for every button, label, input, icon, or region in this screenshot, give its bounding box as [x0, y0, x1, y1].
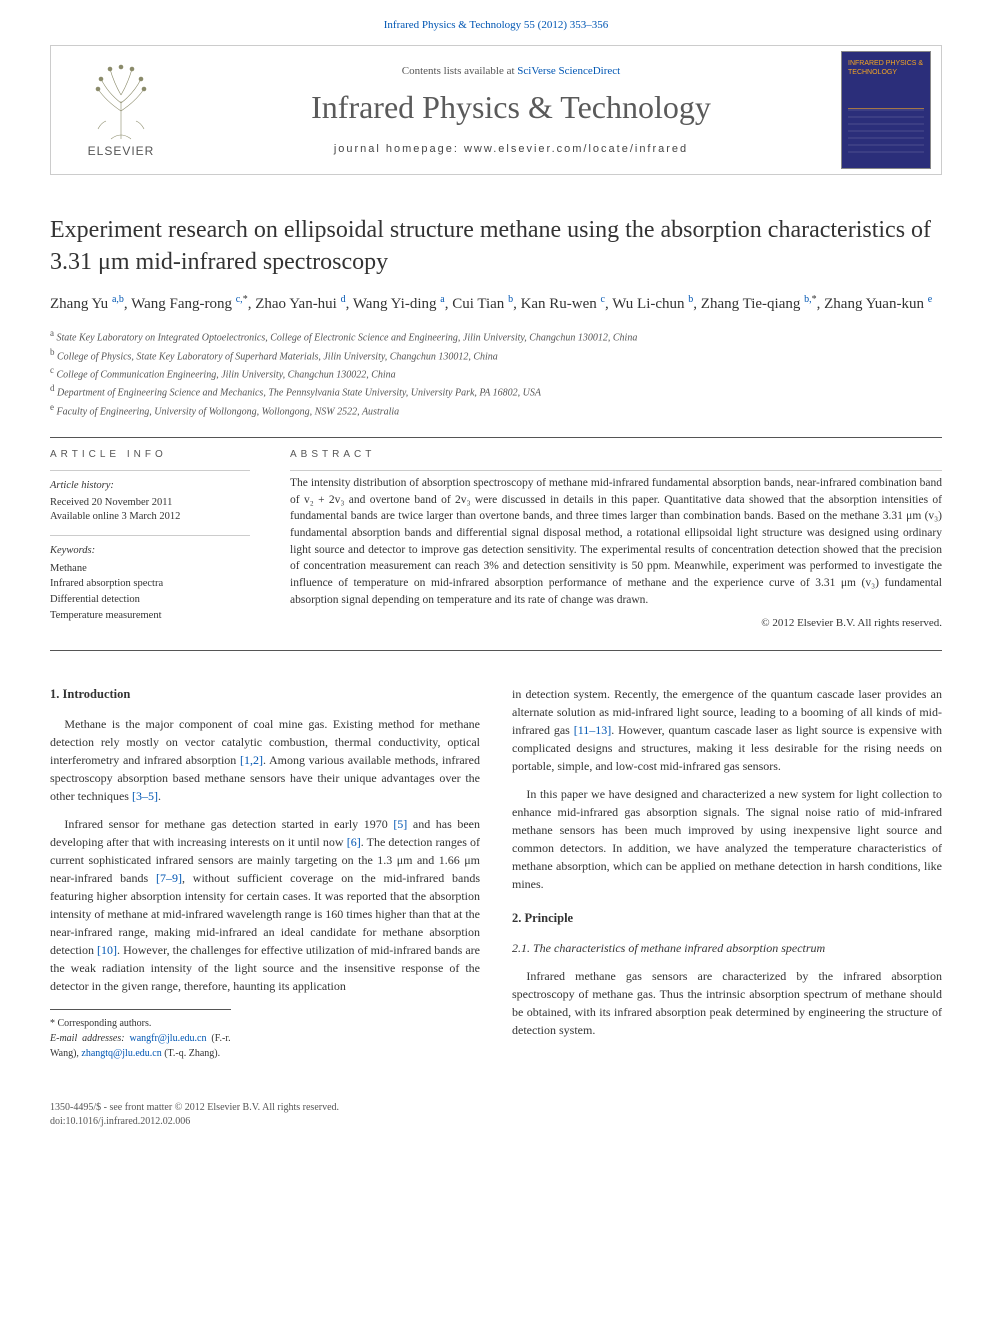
header-center: Contents lists available at SciVerse Sci… [191, 64, 831, 158]
section-1-heading: 1. Introduction [50, 685, 480, 704]
article-info: article info Article history: Received 2… [50, 448, 250, 632]
text: Infrared sensor for methane gas detectio… [64, 817, 393, 831]
affiliation-line: e Faculty of Engineering, University of … [50, 401, 942, 419]
ref-link[interactable]: [3–5] [132, 789, 158, 803]
contents-prefix: Contents lists available at [402, 65, 517, 77]
body-columns: 1. Introduction Methane is the major com… [50, 685, 942, 1062]
info-divider [50, 535, 250, 536]
ref-link[interactable]: [11–13] [574, 723, 612, 737]
email-label: E-mail addresses: [50, 1033, 129, 1044]
footer-meta: 1350-4495/$ - see front matter © 2012 El… [50, 1101, 942, 1129]
contents-available-line: Contents lists available at SciVerse Sci… [191, 64, 831, 79]
affiliation-line: c College of Communication Engineering, … [50, 364, 942, 382]
affiliation-line: d Department of Engineering Science and … [50, 382, 942, 400]
intro-para-1: Methane is the major component of coal m… [50, 715, 480, 805]
email-addresses: E-mail addresses: wangfr@jlu.edu.cn (F.-… [50, 1031, 231, 1061]
received-date: Received 20 November 2011 [50, 496, 250, 511]
rule-above-abstract [50, 437, 942, 438]
section-2-1-heading: 2.1. The characteristics of methane infr… [512, 939, 942, 957]
info-abstract-row: article info Article history: Received 2… [50, 448, 942, 632]
authors-line: Zhang Yu a,b, Wang Fang-rong c,*, Zhao Y… [50, 292, 942, 316]
abstract: abstract The intensity distribution of a… [290, 448, 942, 632]
sciencedirect-link[interactable]: SciVerse ScienceDirect [517, 65, 620, 77]
text: . [158, 789, 161, 803]
journal-cover-thumbnail: INFRARED PHYSICS & TECHNOLOGY [841, 51, 931, 169]
cover-thumb-decor [848, 108, 924, 158]
article-info-heading: article info [50, 448, 250, 462]
section-2-heading: 2. Principle [512, 909, 942, 928]
publisher-name: ELSEVIER [88, 143, 155, 160]
article: Experiment research on ellipsoidal struc… [0, 175, 992, 1091]
elsevier-tree-icon [86, 61, 156, 141]
citation-link[interactable]: Infrared Physics & Technology 55 (2012) … [384, 19, 609, 31]
affiliation-line: a State Key Laboratory on Integrated Opt… [50, 327, 942, 345]
intro-para-4: In this paper we have designed and chara… [512, 785, 942, 893]
keyword: Methane [50, 561, 250, 577]
publisher-logo: ELSEVIER [61, 50, 181, 170]
ref-link[interactable]: [6] [347, 835, 361, 849]
affiliations: a State Key Laboratory on Integrated Opt… [50, 327, 942, 419]
rule-below-abstract [50, 650, 942, 651]
article-history-label: Article history: [50, 479, 250, 494]
abstract-body: The intensity distribution of absorption… [290, 475, 942, 608]
sub21-para-1: Infrared methane gas sensors are charact… [512, 967, 942, 1039]
ref-link[interactable]: [10] [97, 943, 117, 957]
journal-header-box: ELSEVIER Contents lists available at Sci… [50, 45, 942, 175]
text: (T.-q. Zhang). [162, 1048, 220, 1059]
ref-link[interactable]: [7–9] [156, 871, 182, 885]
abstract-heading: abstract [290, 448, 942, 462]
abstract-copyright: © 2012 Elsevier B.V. All rights reserved… [290, 616, 942, 631]
article-title: Experiment research on ellipsoidal struc… [50, 215, 942, 277]
keyword: Differential detection [50, 592, 250, 608]
keywords-label: Keywords: [50, 544, 250, 559]
issn-line: 1350-4495/$ - see front matter © 2012 El… [50, 1101, 942, 1115]
corresponding-author-note: * Corresponding authors. [50, 1016, 231, 1031]
journal-title: Infrared Physics & Technology [191, 85, 831, 130]
ref-link[interactable]: [5] [393, 817, 407, 831]
ref-link[interactable]: [1,2] [240, 753, 263, 767]
cover-thumb-title: INFRARED PHYSICS & TECHNOLOGY [848, 60, 924, 77]
footnotes: * Corresponding authors. E-mail addresse… [50, 1009, 231, 1061]
journal-homepage: journal homepage: www.elsevier.com/locat… [191, 142, 831, 157]
online-date: Available online 3 March 2012 [50, 510, 250, 525]
affiliation-line: b College of Physics, State Key Laborato… [50, 346, 942, 364]
doi-line: doi:10.1016/j.infrared.2012.02.006 [50, 1115, 942, 1129]
keyword: Infrared absorption spectra [50, 576, 250, 592]
email-link[interactable]: wangfr@jlu.edu.cn [129, 1033, 206, 1044]
intro-para-3: in detection system. Recently, the emerg… [512, 685, 942, 775]
abstract-divider [290, 470, 942, 471]
running-head: Infrared Physics & Technology 55 (2012) … [0, 0, 992, 37]
intro-para-2: Infrared sensor for methane gas detectio… [50, 815, 480, 995]
email-link[interactable]: zhangtq@jlu.edu.cn [81, 1048, 161, 1059]
info-divider [50, 470, 250, 471]
keyword: Temperature measurement [50, 608, 250, 624]
